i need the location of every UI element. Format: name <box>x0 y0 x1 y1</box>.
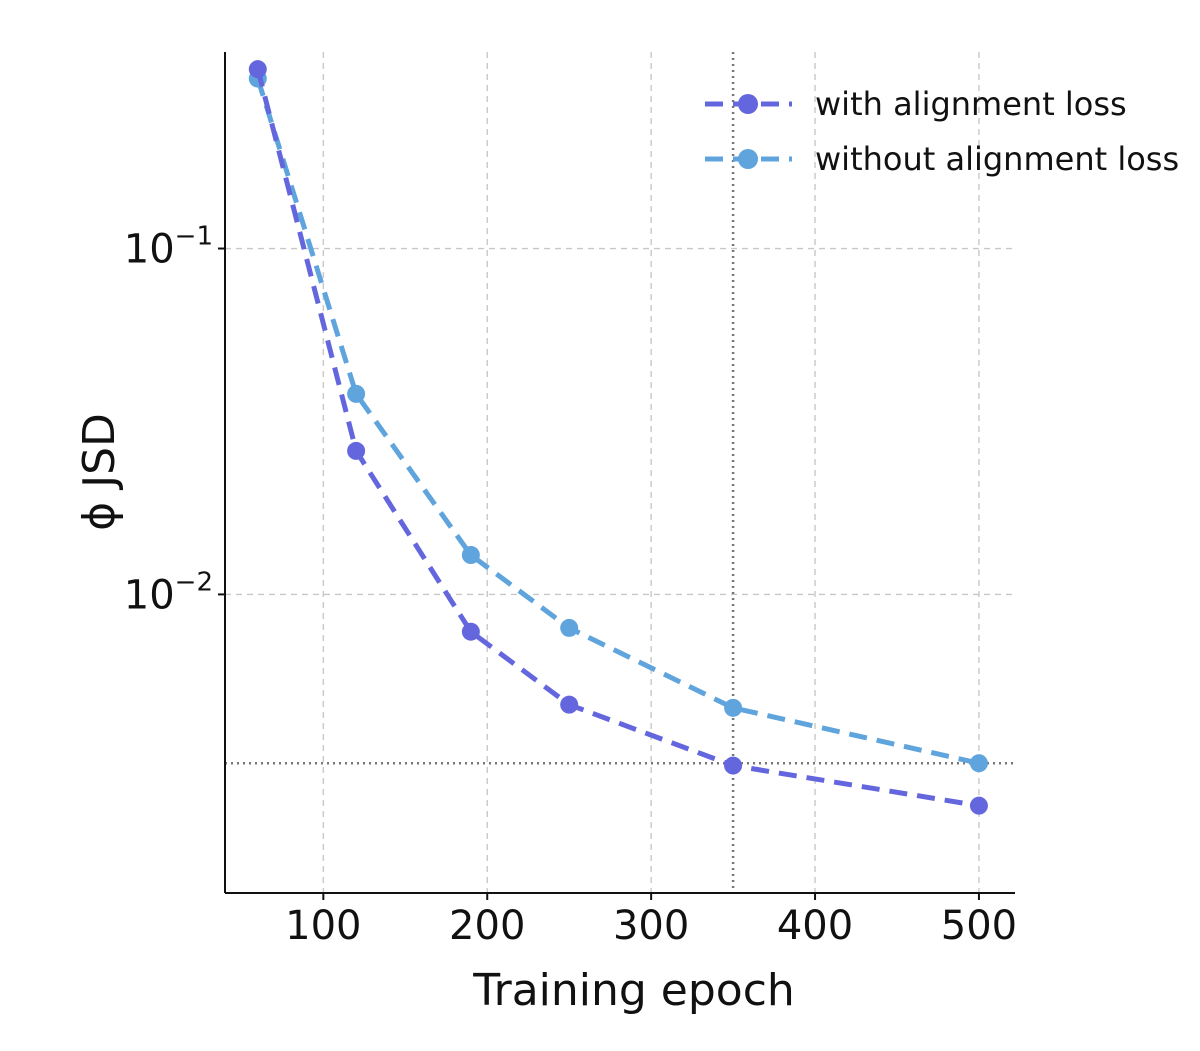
series-with-alignment-loss <box>248 60 988 815</box>
x-tick-label: 500 <box>941 903 1017 949</box>
series-line <box>255 68 980 809</box>
legend: with alignment loss without alignment los… <box>705 85 1179 178</box>
x-tick-label: 400 <box>777 903 853 949</box>
axes <box>224 52 1015 894</box>
legend-entry: with alignment loss <box>705 85 1127 123</box>
legend-label: with alignment loss <box>815 85 1127 123</box>
legend-label: without alignment loss <box>815 140 1179 178</box>
x-axis-label: Training epoch <box>472 965 795 1016</box>
y-tick-label: 10−2 <box>124 567 213 618</box>
data-point <box>969 754 988 773</box>
data-point <box>248 60 267 79</box>
reference-lines <box>225 52 1015 893</box>
data-point <box>560 695 579 714</box>
y-tick-exponent: −1 <box>175 222 213 252</box>
data-point <box>461 545 480 564</box>
data-point <box>724 756 743 775</box>
data-point <box>347 384 366 403</box>
data-point <box>560 618 579 637</box>
series-line <box>255 77 980 766</box>
data-point <box>347 441 366 460</box>
y-ticks: 10−1 10−2 <box>124 222 225 618</box>
data-point <box>969 796 988 815</box>
legend-marker <box>738 149 758 169</box>
y-tick-label: 10−1 <box>124 222 213 273</box>
x-tick-label: 300 <box>613 903 689 949</box>
data-point <box>724 698 743 717</box>
legend-marker <box>738 94 758 114</box>
series <box>248 60 988 815</box>
legend-entry: without alignment loss <box>705 140 1179 178</box>
grid <box>225 52 1015 893</box>
x-tick-label: 200 <box>449 903 525 949</box>
data-point <box>461 622 480 641</box>
y-axis-label: ϕ JSD <box>74 413 125 531</box>
x-ticks: 100 200 300 400 500 <box>285 893 1017 949</box>
x-tick-label: 100 <box>285 903 361 949</box>
y-tick-exponent: −2 <box>175 567 213 597</box>
